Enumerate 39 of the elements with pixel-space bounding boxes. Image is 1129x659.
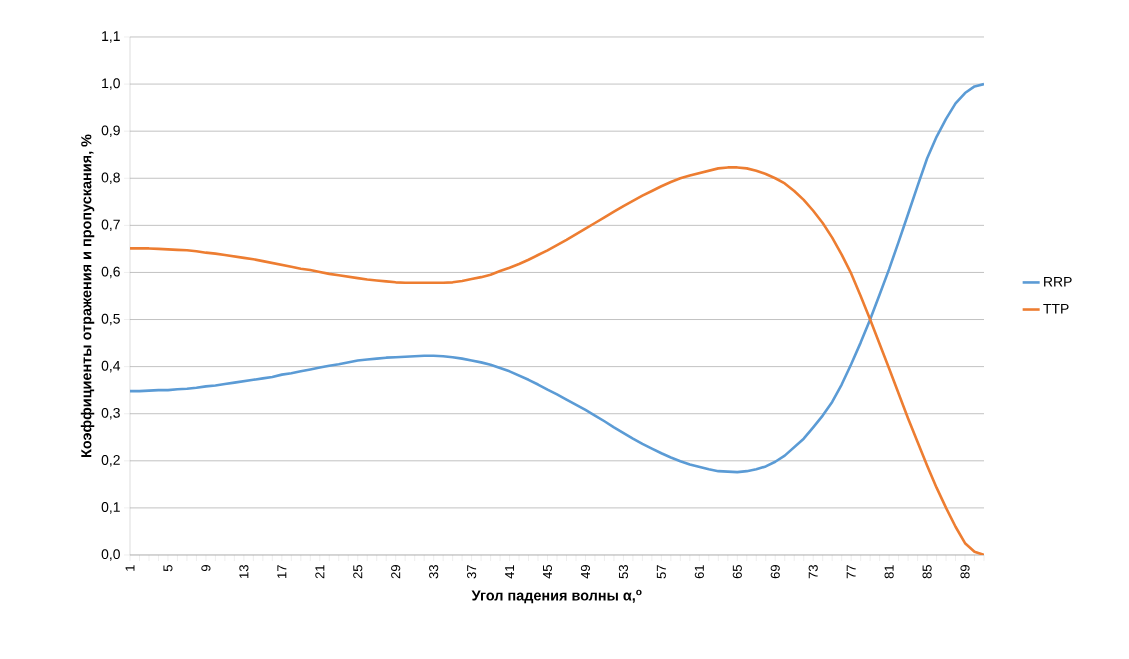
x-tick-label: 13 xyxy=(239,565,249,578)
y-tick-label: 0,4 xyxy=(101,360,121,373)
x-tick-label: 45 xyxy=(543,565,553,579)
y-tick-label: 0,9 xyxy=(101,125,120,137)
y-tick-label: 1,1 xyxy=(102,31,120,43)
x-axis-title: Угол падения волны α,$^{o}$ xyxy=(471,589,642,604)
x-tick-label: 65 xyxy=(732,565,742,579)
legend-label: RRP xyxy=(1044,276,1072,287)
legend-label: TTP xyxy=(1043,303,1069,314)
x-tick-label: 81 xyxy=(884,565,894,579)
x-tick-label: 33 xyxy=(429,565,439,579)
x-tick-label: 37 xyxy=(467,565,477,579)
x-tick-label: 89 xyxy=(960,565,970,579)
y-tick-label: 0,6 xyxy=(101,266,120,279)
x-tick-label: 5 xyxy=(163,565,173,572)
y-tick-label: 0,0 xyxy=(101,549,120,561)
x-tick-label: 1 xyxy=(125,565,135,571)
x-tick-label: 29 xyxy=(391,565,401,579)
y-tick-label: 0,5 xyxy=(101,313,120,326)
x-tick-label: 25 xyxy=(353,565,363,579)
x-tick-label: 85 xyxy=(922,565,932,579)
x-tick-label: 21 xyxy=(315,565,325,579)
x-tick-label: 9 xyxy=(201,565,211,572)
x-tick-label: 77 xyxy=(846,565,856,579)
x-tick-label: 49 xyxy=(580,565,591,579)
x-tick-label: 53 xyxy=(618,565,629,579)
x-tick-label: 41 xyxy=(505,565,515,579)
y-axis-title: Коэффициенты отражения и пропускания, % xyxy=(80,134,95,457)
x-tick-label: 61 xyxy=(694,565,704,579)
x-tick-label: 69 xyxy=(770,565,780,579)
y-tick-label: 0,3 xyxy=(101,407,120,420)
x-tick-label: 73 xyxy=(808,565,818,579)
x-tick-label: 57 xyxy=(656,565,666,579)
y-tick-label: 0,1 xyxy=(101,502,120,514)
y-tick-label: 0,2 xyxy=(101,455,120,467)
y-tick-label: 0,8 xyxy=(101,172,120,185)
y-tick-label: 0,7 xyxy=(101,219,120,232)
x-tick-label: 17 xyxy=(277,565,287,578)
y-tick-label: 1,0 xyxy=(102,78,120,90)
